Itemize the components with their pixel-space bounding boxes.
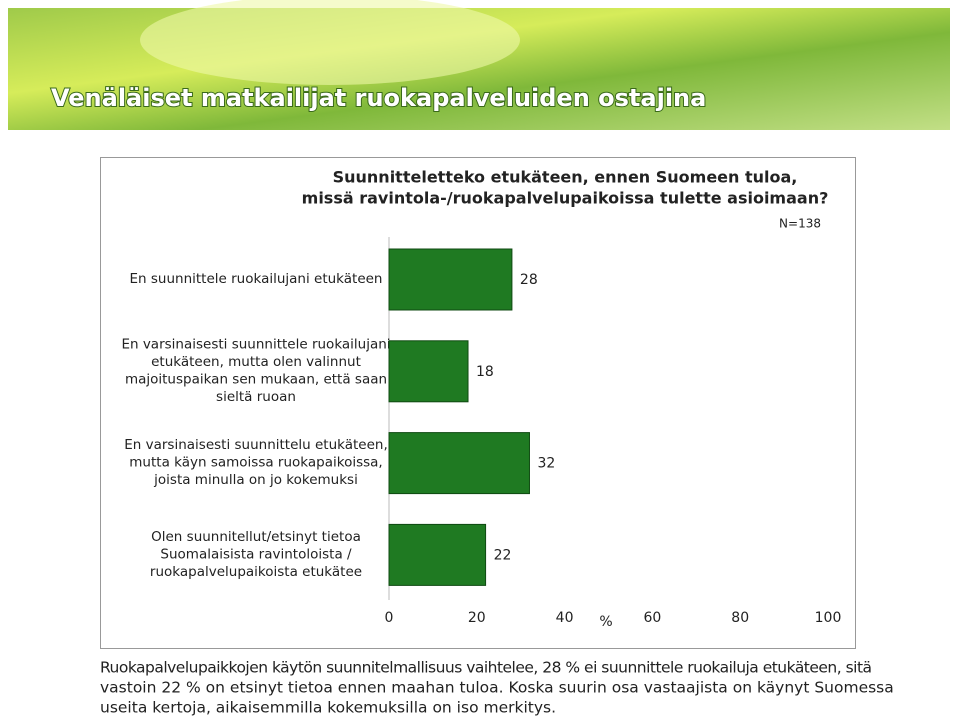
x-tick-label: 80 <box>731 610 749 626</box>
category-label: sieltä ruoan <box>216 389 296 405</box>
x-tick-label: 40 <box>556 610 574 626</box>
slide-title: Venäläiset matkailijat ruokapalveluiden … <box>51 84 706 112</box>
x-axis-label: % <box>599 614 612 630</box>
x-tick-label: 20 <box>468 610 486 626</box>
chart-title: Suunnitteletteko etukäteen, ennen Suomee… <box>333 168 798 187</box>
chart-title: missä ravintola-/ruokapalvelupaikoissa t… <box>302 189 829 208</box>
chart-subtitle: N=138 <box>779 217 821 231</box>
bar <box>388 432 530 495</box>
category-label: joista minulla on jo kokemuksi <box>153 472 358 488</box>
footnote: vastoin 22 % on etsinyt tietoa ennen maa… <box>100 679 894 697</box>
x-tick-label: 0 <box>385 610 394 626</box>
x-tick-label: 60 <box>643 610 661 626</box>
footnote: useita kertoja, aikaisemmilla kokemuksil… <box>100 699 556 717</box>
value-label: 32 <box>537 456 555 472</box>
value-label: 18 <box>476 364 494 380</box>
category-label: ruokapalvelupaikoista etukätee <box>150 564 362 580</box>
value-label: 28 <box>520 272 538 288</box>
category-label: etukäteen, mutta olen valinnut <box>151 354 361 370</box>
value-label: 22 <box>494 547 512 563</box>
x-tick-label: 100 <box>815 610 842 626</box>
bar <box>388 248 513 311</box>
category-label: majoituspaikan sen mukaan, että saan <box>125 372 387 388</box>
bar <box>388 340 469 403</box>
banner-glow <box>140 0 520 85</box>
category-label: En suunnittele ruokailujani etukäteen <box>130 271 383 287</box>
category-label: En varsinaisesti suunnittele ruokailujan… <box>121 337 390 353</box>
footnote: Ruokapalvelupaikkojen käytön suunnitelma… <box>100 659 872 677</box>
category-label: Olen suunnitellut/etsinyt tietoa <box>151 529 361 545</box>
category-label: mutta käyn samoissa ruokapaikoissa, <box>129 455 382 471</box>
bar <box>388 523 487 586</box>
category-label: En varsinaisesti suunnittelu etukäteen, <box>124 437 388 453</box>
category-label: Suomalaisista ravintoloista / <box>160 546 352 562</box>
